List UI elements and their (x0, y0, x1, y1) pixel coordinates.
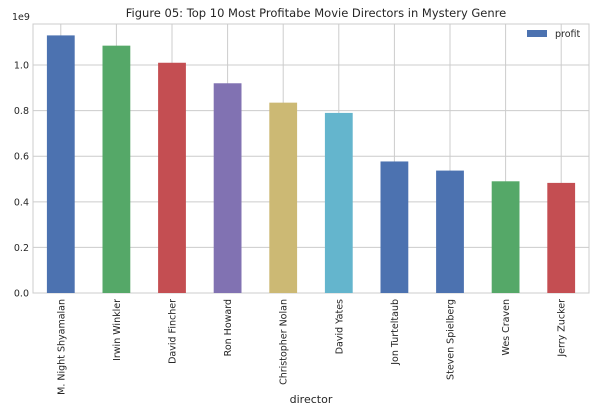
y-tick-labels: 0.0 0.2 0.4 0.6 0.8 1.0 (14, 61, 29, 300)
x-tick-label: Irwin Winkler (112, 299, 123, 361)
y-tick-label: 0.6 (14, 152, 29, 163)
bar (436, 170, 464, 293)
bar (269, 102, 298, 293)
bar (213, 83, 242, 294)
bar (102, 45, 131, 293)
x-tick-label: David Fincher (168, 299, 179, 364)
x-tick-label: Jerry Zucker (557, 299, 568, 358)
bar (547, 182, 576, 293)
bar (46, 35, 75, 293)
x-tick-label: David Yates (334, 299, 345, 354)
y-tick-label: 0.0 (14, 289, 29, 300)
x-tick-label: Ron Howard (223, 299, 234, 356)
bar (380, 161, 409, 293)
y-tick-label: 0.2 (14, 243, 29, 254)
x-axis-label: director (290, 393, 333, 406)
legend: profit (527, 29, 581, 40)
y-tick-label: 0.8 (14, 106, 29, 117)
bar (491, 181, 520, 293)
x-tick-label: Jon Turteltaub (390, 299, 401, 366)
bar (158, 62, 186, 293)
y-tick-label: 1.0 (14, 61, 29, 72)
chart-title: Figure 05: Top 10 Most Profitabe Movie D… (126, 6, 506, 20)
legend-swatch (527, 30, 547, 37)
x-tick-label: M. Night Shyamalan (56, 299, 67, 395)
x-tick-label: Christopher Nolan (279, 299, 290, 385)
bar (324, 112, 353, 294)
y-tick-label: 0.4 (14, 197, 29, 208)
legend-label: profit (555, 29, 581, 40)
y-scale-label: 1e9 (12, 12, 30, 23)
x-tick-labels: M. Night Shyamalan Irwin Winkler David Fin… (56, 299, 567, 395)
x-tick-label: Wes Craven (501, 299, 512, 356)
x-tick-label: Steven Spielberg (446, 299, 457, 380)
bars (46, 35, 576, 294)
